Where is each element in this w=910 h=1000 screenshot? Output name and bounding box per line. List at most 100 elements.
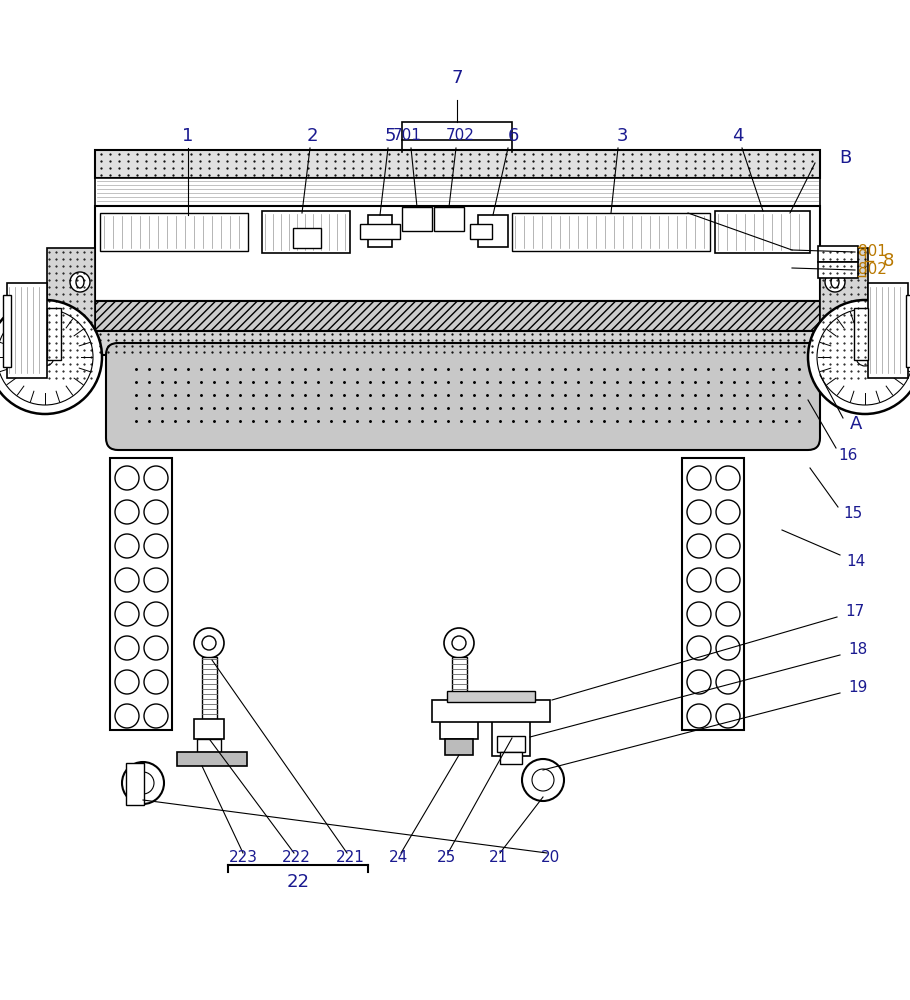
Circle shape (115, 568, 139, 592)
Bar (818, 246, 858, 262)
Circle shape (687, 534, 711, 558)
Bar (500, 752, 522, 764)
Bar (818, 262, 858, 278)
Bar (7, 283, 47, 378)
Circle shape (716, 670, 740, 694)
Text: B: B (839, 149, 851, 167)
Circle shape (687, 466, 711, 490)
Bar (820, 248, 868, 383)
Bar (492, 720, 530, 756)
Bar (197, 739, 221, 752)
Bar (194, 719, 224, 739)
Bar (682, 458, 744, 730)
Bar (478, 215, 508, 247)
Circle shape (144, 636, 168, 660)
Circle shape (687, 670, 711, 694)
Text: A: A (850, 415, 862, 433)
Bar (497, 736, 525, 752)
Bar (434, 207, 464, 231)
Text: 4: 4 (733, 127, 743, 145)
Text: 16: 16 (838, 448, 858, 462)
Circle shape (115, 670, 139, 694)
Circle shape (716, 568, 740, 592)
Text: 19: 19 (848, 680, 868, 696)
Circle shape (0, 300, 102, 414)
Text: 6: 6 (507, 127, 519, 145)
Bar (440, 719, 478, 739)
Circle shape (144, 534, 168, 558)
Bar (402, 207, 432, 231)
Circle shape (115, 500, 139, 524)
Circle shape (687, 568, 711, 592)
Circle shape (716, 704, 740, 728)
Circle shape (716, 534, 740, 558)
Bar (447, 691, 535, 702)
Circle shape (194, 628, 224, 658)
Circle shape (115, 602, 139, 626)
Circle shape (716, 500, 740, 524)
Circle shape (144, 568, 168, 592)
Text: 21: 21 (490, 850, 509, 865)
Circle shape (144, 466, 168, 490)
Bar (177, 752, 247, 766)
Text: 3: 3 (616, 127, 628, 145)
Bar (445, 739, 473, 755)
Bar (360, 224, 400, 239)
Bar (95, 178, 820, 206)
Bar (110, 458, 172, 730)
Text: 7: 7 (451, 69, 463, 87)
Ellipse shape (831, 276, 839, 288)
Circle shape (825, 272, 845, 292)
Text: 2: 2 (307, 127, 318, 145)
Bar (402, 122, 512, 140)
Circle shape (115, 466, 139, 490)
Text: 22: 22 (287, 873, 309, 891)
Text: 701: 701 (392, 128, 421, 143)
Bar (47, 248, 95, 383)
Circle shape (444, 628, 474, 658)
Bar (95, 150, 820, 178)
Bar (126, 763, 144, 805)
Text: 8: 8 (883, 252, 894, 270)
Circle shape (687, 500, 711, 524)
Text: 5: 5 (384, 127, 396, 145)
Circle shape (452, 636, 466, 650)
Text: 222: 222 (281, 850, 310, 865)
Text: 14: 14 (846, 554, 865, 570)
Text: 15: 15 (844, 506, 863, 522)
Bar (293, 228, 321, 248)
Circle shape (856, 348, 874, 366)
Bar (432, 700, 550, 722)
Circle shape (202, 636, 216, 650)
Ellipse shape (76, 276, 84, 288)
Circle shape (687, 602, 711, 626)
Circle shape (716, 602, 740, 626)
Bar (202, 657, 217, 719)
Bar (95, 206, 820, 301)
Circle shape (522, 759, 564, 801)
Bar (95, 301, 820, 331)
Bar (715, 211, 810, 253)
Circle shape (716, 636, 740, 660)
Circle shape (115, 534, 139, 558)
Circle shape (144, 704, 168, 728)
Text: 802: 802 (857, 262, 886, 277)
Circle shape (115, 636, 139, 660)
FancyBboxPatch shape (106, 343, 820, 450)
Bar (470, 224, 492, 239)
Text: 702: 702 (446, 128, 474, 143)
Text: 25: 25 (437, 850, 456, 865)
Circle shape (144, 602, 168, 626)
Circle shape (716, 466, 740, 490)
Text: 1: 1 (182, 127, 194, 145)
Circle shape (144, 500, 168, 524)
Circle shape (687, 636, 711, 660)
Circle shape (36, 348, 54, 366)
Text: 18: 18 (848, 643, 867, 658)
Circle shape (144, 670, 168, 694)
Bar (262, 211, 350, 253)
Circle shape (122, 762, 164, 804)
Bar (512, 213, 710, 251)
Circle shape (687, 704, 711, 728)
Bar (906, 295, 910, 367)
